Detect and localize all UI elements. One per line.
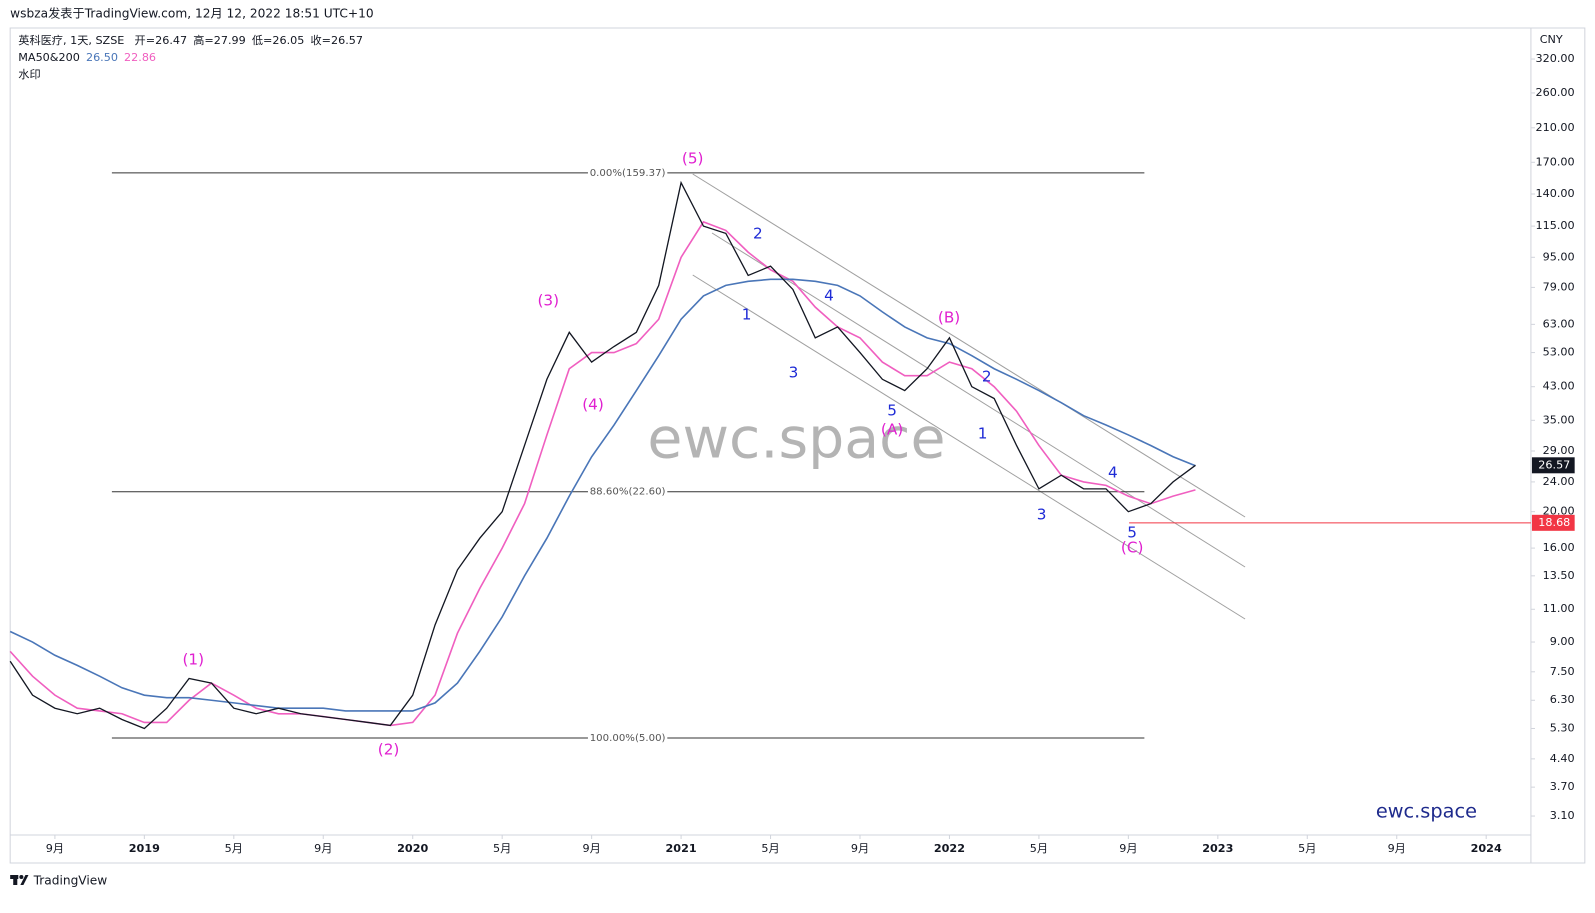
indicator-value: 22.86 xyxy=(124,51,156,64)
y-tick-label: 140.00 xyxy=(1536,187,1575,200)
ohlc-value: 26.47 xyxy=(155,34,187,47)
watermark: ewc.space xyxy=(647,407,945,471)
y-tick-label: 210.00 xyxy=(1536,121,1575,134)
moving-average xyxy=(9,220,1196,727)
tv-logo xyxy=(10,875,29,885)
x-tick-label: 9月 xyxy=(46,842,64,855)
wave-label: 2 xyxy=(982,368,992,386)
y-tick-label: 320.00 xyxy=(1536,52,1575,65)
wave-label: 4 xyxy=(1108,464,1118,482)
wave-label: 1 xyxy=(742,306,752,324)
y-tick-label: 35.00 xyxy=(1543,413,1575,426)
x-tick-label: 5月 xyxy=(1030,842,1048,855)
price-line-label: 18.68 xyxy=(1538,516,1570,529)
y-tick-label: 79.00 xyxy=(1543,280,1575,293)
y-tick-label: 16.00 xyxy=(1543,541,1575,554)
wave-label: 5 xyxy=(887,402,897,420)
y-tick-label: 5.30 xyxy=(1550,722,1575,735)
ohlc-label: 低= xyxy=(252,34,273,47)
ohlc-value: 26.57 xyxy=(331,34,363,47)
y-tick-label: 9.00 xyxy=(1550,635,1575,648)
x-tick-label: 9月 xyxy=(851,842,869,855)
wave-label: 3 xyxy=(1037,506,1047,524)
footer-brand: TradingView xyxy=(33,874,108,888)
y-tick-label: 11.00 xyxy=(1543,602,1575,615)
fib-label: 0.00%(159.37) xyxy=(590,168,666,179)
fib-label: 88.60%(22.60) xyxy=(590,487,666,498)
x-tick-label: 9月 xyxy=(582,842,600,855)
y-tick-label: 115.00 xyxy=(1536,219,1575,232)
wave-label: (1) xyxy=(182,651,204,669)
wave-label: (4) xyxy=(582,396,604,414)
last-price-box xyxy=(1531,457,1575,474)
frame xyxy=(9,27,1586,864)
indicator: MA50&200 26.50 22.86 xyxy=(18,51,156,64)
y-tick-label: 13.50 xyxy=(1543,569,1575,582)
x-tick-label: 2023 xyxy=(1202,842,1233,855)
ohlc-label: 高= xyxy=(193,33,214,47)
y-tick-label: 6.30 xyxy=(1550,693,1575,706)
ohlc-label: 收= xyxy=(310,33,331,47)
wave-label: (3) xyxy=(537,292,559,310)
wave-label: (B) xyxy=(938,309,960,327)
price xyxy=(9,180,1196,730)
fib-label: 100.00%(5.00) xyxy=(590,733,666,744)
y-tick-label: 3.10 xyxy=(1550,809,1575,822)
fib-label-bg xyxy=(587,165,668,180)
wave-label: (C) xyxy=(1121,539,1144,557)
y-tick-label: 53.00 xyxy=(1543,346,1575,359)
wave-label: 4 xyxy=(824,287,834,305)
watermark-label: 水印 xyxy=(18,68,40,81)
byline: wsbza发表于TradingView.com, 12月 12, 2022 18… xyxy=(10,6,374,21)
x-tick-label: 2021 xyxy=(666,842,697,855)
wave-label: 3 xyxy=(789,364,799,382)
last-price-label: 26.57 xyxy=(1538,458,1570,471)
ohlc-value: 27.99 xyxy=(214,34,246,47)
indicator-value: 26.50 xyxy=(86,51,118,64)
y-tick-label: 20.00 xyxy=(1543,505,1575,518)
x-tick-label: 5月 xyxy=(761,842,779,855)
y-tick-label: 24.00 xyxy=(1543,475,1575,488)
y-tick-label: 95.00 xyxy=(1543,250,1575,263)
y-tick-label: 7.50 xyxy=(1550,665,1575,678)
x-tick-label: 2022 xyxy=(934,842,965,855)
wave-label: (5) xyxy=(682,150,704,168)
channel xyxy=(692,173,1246,620)
y-tick-label: 170.00 xyxy=(1536,155,1575,168)
x-tick-label: 9月 xyxy=(314,842,332,855)
price-line-box xyxy=(1531,514,1575,531)
x-tick-label: 5月 xyxy=(493,842,511,855)
wave-label: 2 xyxy=(753,225,763,243)
x-tick-label: 2019 xyxy=(129,842,160,855)
x-tick-label: 5月 xyxy=(225,842,243,855)
fib-label-bg xyxy=(587,730,668,745)
wave-label: 1 xyxy=(978,425,988,443)
y-tick-label: 3.70 xyxy=(1550,780,1575,793)
y-tick-label: 29.00 xyxy=(1543,444,1575,457)
moving-average xyxy=(9,278,1196,712)
ohlc-value: 26.05 xyxy=(272,34,304,47)
fib-label-bg xyxy=(587,484,668,499)
signature: ewc.space xyxy=(1376,800,1477,823)
x-tick-label: 9月 xyxy=(1119,842,1137,855)
y-tick-label: 4.40 xyxy=(1550,752,1575,765)
wave-label: (2) xyxy=(378,741,400,759)
ohlc-label: 开= xyxy=(135,34,156,47)
wave-label: 5 xyxy=(1127,524,1137,542)
currency: CNY xyxy=(1540,33,1563,46)
x-tick-label: 2020 xyxy=(397,842,428,855)
x-tick-label: 2024 xyxy=(1471,842,1502,855)
wave-label: (A) xyxy=(881,421,903,439)
y-tick-label: 43.00 xyxy=(1543,380,1575,393)
x-tick-label: 5月 xyxy=(1298,842,1316,855)
x-tick-label: 9月 xyxy=(1388,842,1406,855)
y-tick-label: 63.00 xyxy=(1543,317,1575,330)
y-tick-label: 260.00 xyxy=(1536,86,1575,99)
